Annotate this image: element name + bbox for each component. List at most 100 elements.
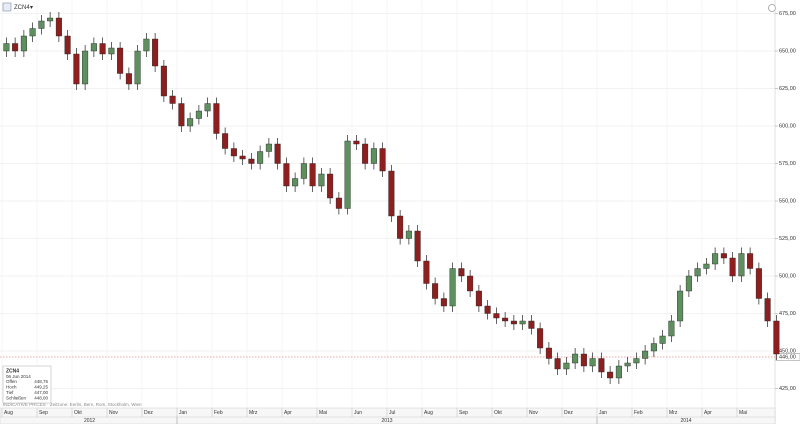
candle-body xyxy=(178,103,185,127)
x-tick-label: Jul xyxy=(389,410,395,416)
x-tick-label: Mrz xyxy=(669,410,678,416)
info-label: Schließen xyxy=(6,396,27,401)
x-tick-label: Nov xyxy=(109,410,118,416)
y-tick-label: 625,00 xyxy=(779,86,796,92)
x-tick-label: Aug xyxy=(4,410,13,416)
candle-body xyxy=(318,173,325,187)
candle-body xyxy=(755,268,762,299)
candle-body xyxy=(677,290,684,322)
chart-title[interactable]: ZCN4 xyxy=(14,5,30,11)
x-tick-label: Dez xyxy=(564,410,573,416)
symbol-icon[interactable] xyxy=(2,2,12,12)
candle-body xyxy=(423,260,430,284)
candle-body xyxy=(230,148,237,157)
candle-body xyxy=(703,263,710,269)
y-tick-label: 675,00 xyxy=(779,11,796,17)
candle-body xyxy=(720,253,727,259)
candle-body xyxy=(624,362,631,367)
candle-body xyxy=(668,320,675,337)
info-label: Tief xyxy=(6,390,14,395)
y-tick-label: 550,00 xyxy=(779,198,796,204)
y-tick-label: 425,00 xyxy=(779,386,796,392)
candle-body xyxy=(729,257,736,277)
candle-body xyxy=(300,163,307,179)
candle-body xyxy=(528,320,535,329)
candle-body xyxy=(38,20,45,29)
info-value: 448,75 xyxy=(34,379,48,384)
x-tick-label: Feb xyxy=(634,410,643,416)
candle-body xyxy=(589,358,596,367)
candle-body xyxy=(712,253,719,265)
candle-body xyxy=(187,118,194,127)
candle-body xyxy=(160,65,167,97)
candle-body xyxy=(20,35,27,52)
last-price-box xyxy=(775,353,800,361)
candle-body xyxy=(633,358,640,364)
candle-body xyxy=(502,317,509,322)
candle-body xyxy=(99,43,106,55)
info-value: 449,25 xyxy=(34,385,48,390)
x-tick-label: Feb xyxy=(214,410,223,416)
candle-body xyxy=(327,173,334,199)
candle-body xyxy=(204,103,211,112)
x-tick-label: Sep xyxy=(39,410,48,416)
candle-body xyxy=(134,50,141,85)
candle-body xyxy=(379,148,386,172)
candle-body xyxy=(484,305,491,314)
y-tick-label: 450,00 xyxy=(779,348,796,354)
candle-body xyxy=(563,362,570,370)
candle-body xyxy=(283,163,290,187)
candle-body xyxy=(572,353,579,364)
year-label: 2012 xyxy=(84,418,95,424)
candle-body xyxy=(519,320,526,325)
settings-icon[interactable] xyxy=(768,4,776,12)
x-tick-label: Aug xyxy=(424,410,433,416)
x-axis-band xyxy=(0,407,776,424)
candle-body xyxy=(73,53,80,85)
x-tick-label: Okt xyxy=(74,410,82,416)
x-tick-label: Okt xyxy=(494,410,502,416)
candle-body xyxy=(537,328,544,349)
last-price-label: 446,00 xyxy=(779,354,796,360)
x-tick-label: Jun xyxy=(354,410,362,416)
candle-body xyxy=(213,103,220,134)
candle-body xyxy=(458,268,465,277)
info-value: 448,00 xyxy=(34,396,48,401)
candle-body xyxy=(615,365,622,379)
candle-body xyxy=(432,283,439,299)
candle-body xyxy=(90,43,97,52)
candle-body xyxy=(397,215,404,239)
candle-body xyxy=(362,143,369,164)
year-label: 2013 xyxy=(381,418,392,424)
candle-body xyxy=(309,163,316,187)
candle-body xyxy=(650,343,657,352)
x-tick-label: Mai xyxy=(319,410,327,416)
y-tick-label: 525,00 xyxy=(779,236,796,242)
candle-body xyxy=(353,140,360,145)
info-box-frame xyxy=(2,365,52,404)
candle-body xyxy=(388,170,395,217)
candle-body xyxy=(108,47,115,55)
candle-body xyxy=(265,143,272,152)
candle-body xyxy=(449,268,456,307)
candle-body xyxy=(773,320,780,355)
dropdown-arrow[interactable]: ▾ xyxy=(30,5,33,11)
candle-body xyxy=(440,298,447,307)
candle-body xyxy=(152,38,159,67)
candle-body xyxy=(335,197,342,209)
info-label: Offen xyxy=(6,379,17,384)
candle-body xyxy=(685,275,692,292)
x-tick-label: Sep xyxy=(459,410,468,416)
candle-body xyxy=(370,148,377,164)
candle-body xyxy=(642,350,649,359)
y-tick-label: 575,00 xyxy=(779,161,796,167)
candle-body xyxy=(12,43,19,52)
x-tick-label: Mai xyxy=(739,410,747,416)
candle-body xyxy=(169,95,176,104)
x-tick-label: Apr xyxy=(704,410,712,416)
y-tick-label: 475,00 xyxy=(779,311,796,317)
candle-body xyxy=(82,50,89,85)
candle-body xyxy=(475,290,482,307)
candle-body xyxy=(55,17,62,37)
candle-body xyxy=(467,275,474,292)
